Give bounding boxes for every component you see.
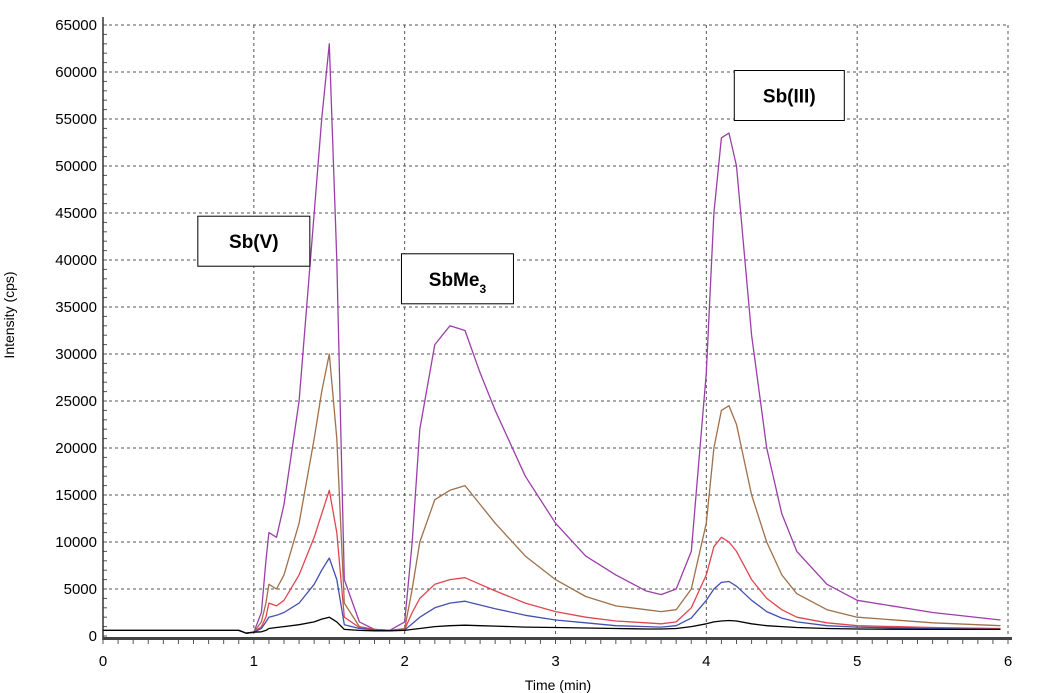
y-tick-label: 65000 [55,17,97,34]
annotation-box: Sb(III) [733,70,845,121]
annotation-box: SbMe3 [400,253,514,305]
y-axis-title: Intensity (cps) [1,271,17,358]
y-tick-labels: 0 5000 10000 15000 20000 25000 30000 35000 40000… [55,17,97,645]
y-tick-label: 20000 [55,440,97,457]
x-tick-label: 2 [400,653,408,670]
y-tick-label: 5000 [64,581,97,598]
x-tick-label: 5 [853,653,861,670]
y-tick-label: 60000 [55,64,97,81]
series-line-1 [103,43,1001,634]
annotation-label: Sb(III) [763,87,816,108]
annotation-frame [733,70,845,121]
y-tick-label: 0 [89,628,97,645]
y-tick-label: 50000 [55,158,97,175]
annotation-frame [197,215,311,267]
x-tick-label: 6 [1004,653,1012,670]
y-tick-label: 30000 [55,346,97,363]
annotation-frame [400,253,514,305]
series-line-2 [103,353,1001,634]
x-tick-labels: 0 1 2 3 4 5 6 [99,653,1012,670]
series-line-5 [103,616,1001,634]
y-tick-label: 10000 [55,534,97,551]
annotations: Sb(V) SbMe3 Sb(III) [197,70,845,305]
x-axis [103,637,1012,640]
series-line-3 [103,489,1001,634]
x-tick-label: 0 [99,653,107,670]
y-tick-label: 25000 [55,393,97,410]
annotation-subscript: 3 [479,282,486,296]
axes [102,17,1012,640]
grid [103,24,1009,636]
y-tick-label: 15000 [55,487,97,504]
y-tick-label: 40000 [55,252,97,269]
annotation-box: Sb(V) [197,215,311,267]
x-tick-label: 4 [702,653,710,670]
annotation-label: Sb(V) [229,232,279,253]
series-lines [103,43,1001,634]
y-tick-label: 35000 [55,299,97,316]
x-tick-label: 1 [250,653,258,670]
x-axis-title: Time (min) [525,677,591,693]
y-tick-label: 45000 [55,205,97,222]
x-tick-label: 3 [551,653,559,670]
series-line-4 [103,557,1001,634]
y-tick-label: 55000 [55,111,97,128]
